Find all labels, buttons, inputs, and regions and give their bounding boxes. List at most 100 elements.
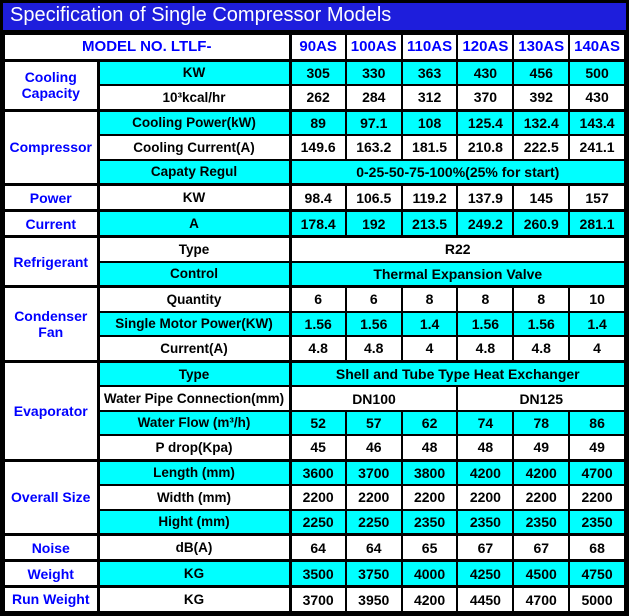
value-cell: 500	[568, 58, 626, 87]
value-cell: 4	[568, 335, 626, 363]
value-cell: 4250	[456, 559, 515, 588]
table-row: Power KW 98.4 106.5 119.2 137.9 145 157	[3, 183, 626, 212]
value-cell: Thermal Expansion Valve	[289, 260, 626, 288]
row-label: A	[97, 209, 292, 238]
value-cell: 4700	[568, 458, 626, 487]
category-cell: Noise	[3, 533, 100, 562]
value-cell: 3500	[289, 559, 347, 588]
value-cell: 249.2	[456, 209, 515, 238]
value-cell: DN100	[288, 385, 459, 412]
value-cell: 213.5	[400, 209, 459, 238]
category-cell: Condenser Fan	[3, 285, 100, 363]
value-cell: 143.4	[568, 108, 626, 137]
page-title: Specification of Single Compressor Model…	[3, 3, 626, 33]
table-row: Evaporator Type Shell and Tube Type Heat E…	[3, 359, 626, 462]
table-row: Cooling Current(A) 149.6 163.2 181.5 210.8 22…	[4, 134, 626, 161]
category-cell: Evaporator	[3, 359, 100, 462]
value-cell: 260.9	[512, 209, 571, 238]
value-cell: 4500	[512, 559, 571, 588]
model-column-header: 90AS	[289, 33, 347, 61]
category-cell: Refrigerant	[3, 234, 100, 288]
value-cell: 6	[344, 285, 403, 313]
model-column-header: 140AS	[568, 33, 626, 61]
value-cell: 10	[568, 285, 626, 313]
value-cell: 2350	[400, 508, 459, 536]
category-cell: Overall Size	[3, 458, 100, 536]
value-cell: Shell and Tube Type Heat Exchanger	[289, 359, 626, 388]
value-cell: 181.5	[400, 134, 459, 161]
value-cell: 4750	[568, 559, 626, 588]
row-label: 10³kcal/hr	[97, 84, 292, 112]
value-cell: 2200	[289, 484, 347, 511]
value-cell: 1.56	[512, 310, 571, 338]
value-cell: 4.8	[512, 335, 571, 363]
value-cell: 1.56	[344, 310, 403, 338]
value-cell: 241.1	[568, 134, 626, 161]
table-row: Hight (mm) 2250 2250 2350 2350 2350 2350	[4, 508, 626, 536]
value-cell: 4200	[456, 458, 515, 487]
row-label: P drop(Kpa)	[97, 434, 292, 462]
category-cell: Current	[3, 209, 100, 238]
value-cell: 8	[512, 285, 571, 313]
row-label: Water Flow (m³/h)	[97, 409, 292, 437]
value-cell: 192	[344, 209, 403, 238]
value-cell: 4700	[512, 585, 571, 614]
row-label: Cooling Current(A)	[97, 134, 292, 161]
row-label: Single Motor Power(KW)	[97, 310, 292, 338]
model-column-header: 120AS	[456, 33, 515, 61]
value-cell: 132.4	[512, 108, 571, 137]
value-cell: 210.8	[456, 134, 515, 161]
value-cell: 2250	[289, 508, 347, 536]
value-cell: 312	[400, 84, 459, 112]
value-cell: 430	[568, 84, 626, 112]
table-row: Single Motor Power(KW) 1.56 1.56 1.4 1.56 1.5…	[4, 310, 626, 338]
row-label: KW	[97, 58, 292, 87]
value-cell: 2200	[400, 484, 459, 511]
value-cell: R22	[289, 234, 626, 263]
table-row: Capaty Regul 0-25-50-75-100%(25% for star…	[4, 158, 626, 186]
value-cell: 125.4	[456, 108, 515, 137]
value-cell: 149.6	[289, 134, 347, 161]
value-cell: 1.4	[568, 310, 626, 338]
value-cell: 106.5	[344, 183, 403, 212]
category-cell: Compressor	[3, 108, 100, 186]
table-row: Refrigerant Type R22	[3, 234, 626, 288]
value-cell: 74	[456, 409, 515, 437]
row-label: Type	[97, 234, 292, 263]
value-cell: 108	[400, 108, 459, 137]
table-row: Compressor Cooling Power(kW) 89 97.1 108 125.…	[3, 108, 626, 186]
value-cell: 98.4	[289, 183, 347, 212]
value-cell: 52	[289, 409, 347, 437]
value-cell: 119.2	[400, 183, 459, 212]
category-cell: Power	[3, 183, 100, 212]
row-label: KG	[97, 585, 292, 614]
table-row: Current(A) 4.8 4.8 4 4.8 4.8 4	[4, 335, 626, 363]
value-cell: DN125	[456, 385, 626, 412]
value-cell: 89	[289, 108, 347, 137]
table-row: 10³kcal/hr 262 284 312 370 392 430	[4, 84, 626, 112]
value-cell: 4.8	[344, 335, 403, 363]
value-cell: 4.8	[289, 335, 347, 363]
value-cell: 3750	[344, 559, 403, 588]
value-cell: 157	[568, 183, 626, 212]
value-cell: 4200	[400, 585, 459, 614]
table-row: Control Thermal Expansion Valve	[4, 260, 626, 288]
value-cell: 67	[456, 533, 515, 562]
model-column-header: 100AS	[344, 33, 403, 61]
value-cell: 2200	[568, 484, 626, 511]
value-cell: 48	[400, 434, 459, 462]
table-row: Water Flow (m³/h) 52 57 62 74 78 86	[4, 409, 626, 437]
row-label: Width (mm)	[97, 484, 292, 511]
table-row: Weight KG 3500 3750 4000 4250 4500 4750	[3, 559, 626, 588]
value-cell: 67	[512, 533, 571, 562]
value-cell: 46	[344, 434, 403, 462]
value-cell: 5000	[568, 585, 626, 614]
value-cell: 4200	[512, 458, 571, 487]
value-cell: 2200	[456, 484, 515, 511]
value-cell: 64	[344, 533, 403, 562]
value-cell: 430	[456, 58, 515, 87]
value-cell: 6	[289, 285, 347, 313]
value-cell: 1.56	[289, 310, 347, 338]
table-row: Condenser Fan Quantity 6 6 8 8 8 10	[3, 285, 626, 363]
value-cell: 2200	[512, 484, 571, 511]
